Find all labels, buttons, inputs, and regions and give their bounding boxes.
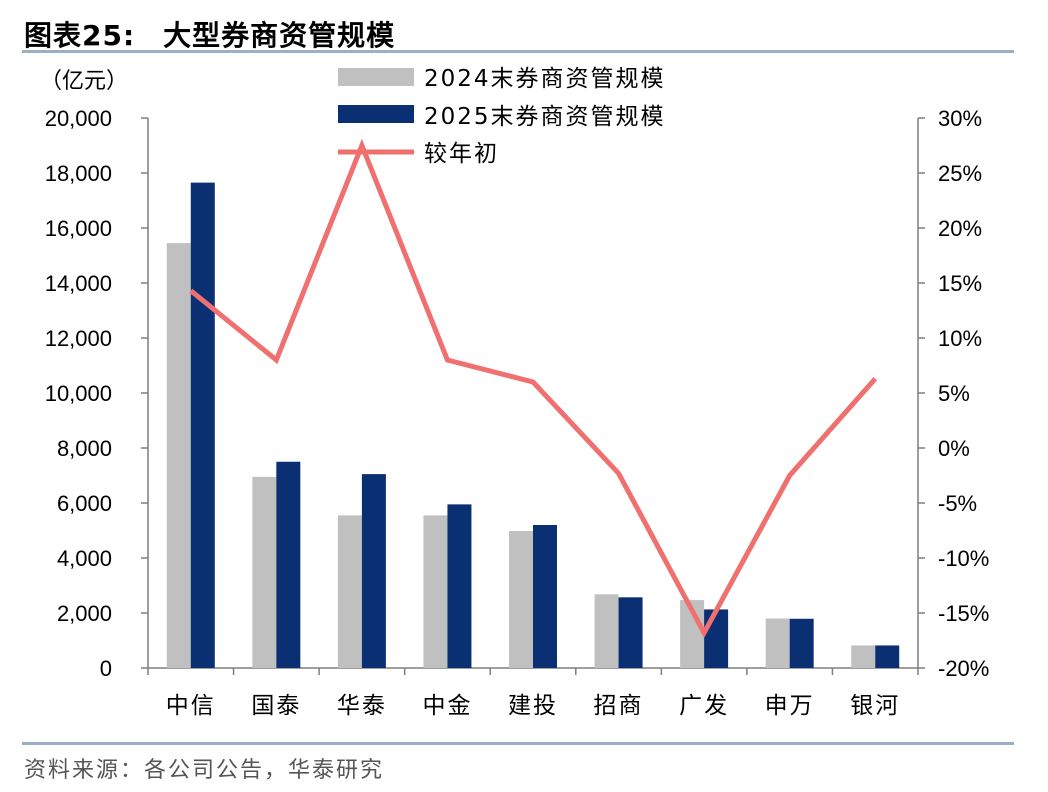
bar-2024 [765,618,790,668]
labels: 0 2,000 4,000 6,000 8,000 10,000 12,000 14,000 1… [40,69,989,719]
right-tick-label: 5% [938,381,970,406]
bar-2024 [851,645,876,668]
right-tick-label: 25% [938,161,982,186]
left-tick-label: 18,000 [45,161,112,186]
legend-swatch-2024 [338,68,414,86]
bars [166,182,900,668]
left-tick-label: 4,000 [57,546,112,571]
left-tick-label: 14,000 [45,271,112,296]
left-tick-label: 10,000 [45,381,112,406]
figure-number: 图表25: [24,19,136,52]
right-tick-label: 20% [938,216,982,241]
bar-2025 [789,618,814,668]
left-tick-label: 12,000 [45,326,112,351]
bar-2025 [361,474,386,668]
right-tick-label: -15% [938,601,989,626]
pct-line [189,138,878,639]
category-label: 申万 [765,693,815,719]
bar-2025 [875,645,900,668]
figure-title: 大型券商资管规模 [163,19,396,52]
right-tick-label: -20% [938,656,989,681]
bar-2025 [190,182,215,668]
left-tick-label: 6,000 [57,491,112,516]
title-divider [22,50,1014,53]
category-label: 建投 [508,693,558,719]
bar-2024 [337,515,362,668]
right-tick-label: 30% [938,106,982,131]
bar-2024 [423,515,448,668]
bar-2025 [618,597,643,668]
y-unit-label: （亿元） [40,69,128,94]
legend-label-line: 较年初 [424,141,499,167]
source-divider [22,742,1014,745]
category-label: 国泰 [251,693,301,719]
category-label: 中金 [422,693,472,719]
right-tick-label: -5% [938,491,977,516]
bar-2025 [533,525,557,668]
left-tick-label: 2,000 [57,601,112,626]
bar-2025 [447,504,472,668]
right-tick-label: 15% [938,271,982,296]
left-tick-label: 16,000 [45,216,112,241]
source-note: 资料来源：各公司公告，华泰研究 [24,758,385,783]
bar-2024 [509,531,533,668]
bar-2025 [704,609,729,668]
category-label: 中信 [166,693,216,719]
category-label: 华泰 [337,693,387,719]
legend-label-2024: 2024末券商资管规模 [424,66,666,92]
left-tick-label: 8,000 [57,436,112,461]
legend-label-2025: 2025末券商资管规模 [424,104,666,130]
category-label: 广发 [679,693,729,719]
right-tick-label: 10% [938,326,982,351]
left-tick-label: 0 [100,656,112,681]
bar-2024 [252,476,277,668]
chart-title: 图表25: 大型券商资管规模 [24,14,395,54]
category-label: 招商 [594,693,644,719]
legend-swatch-2025 [338,105,414,123]
bar-2024 [594,594,619,668]
right-tick-label: -10% [938,546,989,571]
left-tick-label: 20,000 [45,106,112,131]
bar-2024 [166,243,191,668]
bar-2025 [276,461,301,668]
category-label: 银河 [850,693,900,719]
right-tick-label: 0% [938,436,970,461]
